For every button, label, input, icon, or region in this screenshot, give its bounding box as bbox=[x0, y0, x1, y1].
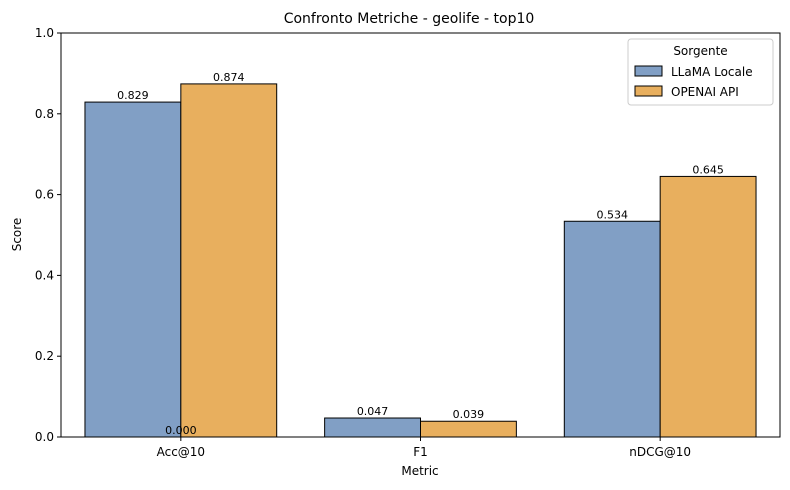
data-label-1-1: 0.039 bbox=[453, 408, 485, 421]
legend-label-0: LLaMA Locale bbox=[671, 65, 753, 79]
bar-llama-1 bbox=[324, 417, 421, 438]
x-tick-label-0: Acc@10 bbox=[157, 445, 205, 459]
y-tick-label-2: 0.4 bbox=[35, 268, 54, 282]
bar-llama-2 bbox=[563, 220, 661, 438]
data-label-0-1: 0.047 bbox=[357, 405, 389, 418]
data-label-1-2: 0.645 bbox=[692, 163, 724, 176]
y-tick-label-1: 0.2 bbox=[35, 349, 54, 363]
x-tick-label-1: F1 bbox=[413, 445, 428, 459]
y-tick-label-4: 0.8 bbox=[35, 107, 54, 121]
legend-title: Sorgente bbox=[673, 44, 727, 58]
x-axis-label: Metric bbox=[401, 464, 438, 478]
data-label-1-0: 0.874 bbox=[213, 71, 245, 84]
y-axis-label: Score bbox=[10, 218, 24, 252]
y-tick-label-3: 0.6 bbox=[35, 188, 54, 202]
data-label-0-2: 0.534 bbox=[596, 208, 628, 221]
bar-llama-0 bbox=[84, 101, 182, 438]
y-tick-label-5: 1.0 bbox=[35, 26, 54, 40]
data-label-zero-0: 0.000 bbox=[165, 424, 197, 437]
chart-title: Confronto Metriche - geolife - top10 bbox=[284, 11, 535, 27]
legend-swatch-1 bbox=[634, 85, 663, 97]
y-tick-label-0: 0.0 bbox=[35, 430, 54, 444]
plot-area: 0.829 0.047 0.534 0.874 0.039 0.645 0.000 0.0 0.… bbox=[35, 26, 781, 459]
bar-openai-2 bbox=[659, 175, 757, 438]
data-label-0-0: 0.829 bbox=[117, 89, 149, 102]
x-tick-label-2: nDCG@10 bbox=[629, 445, 691, 459]
bar-openai-1 bbox=[420, 420, 517, 438]
legend-swatch-0 bbox=[634, 65, 663, 77]
bar-openai-0 bbox=[180, 83, 278, 438]
legend-label-1: OPENAI API bbox=[671, 85, 739, 99]
legend-box bbox=[627, 38, 774, 106]
